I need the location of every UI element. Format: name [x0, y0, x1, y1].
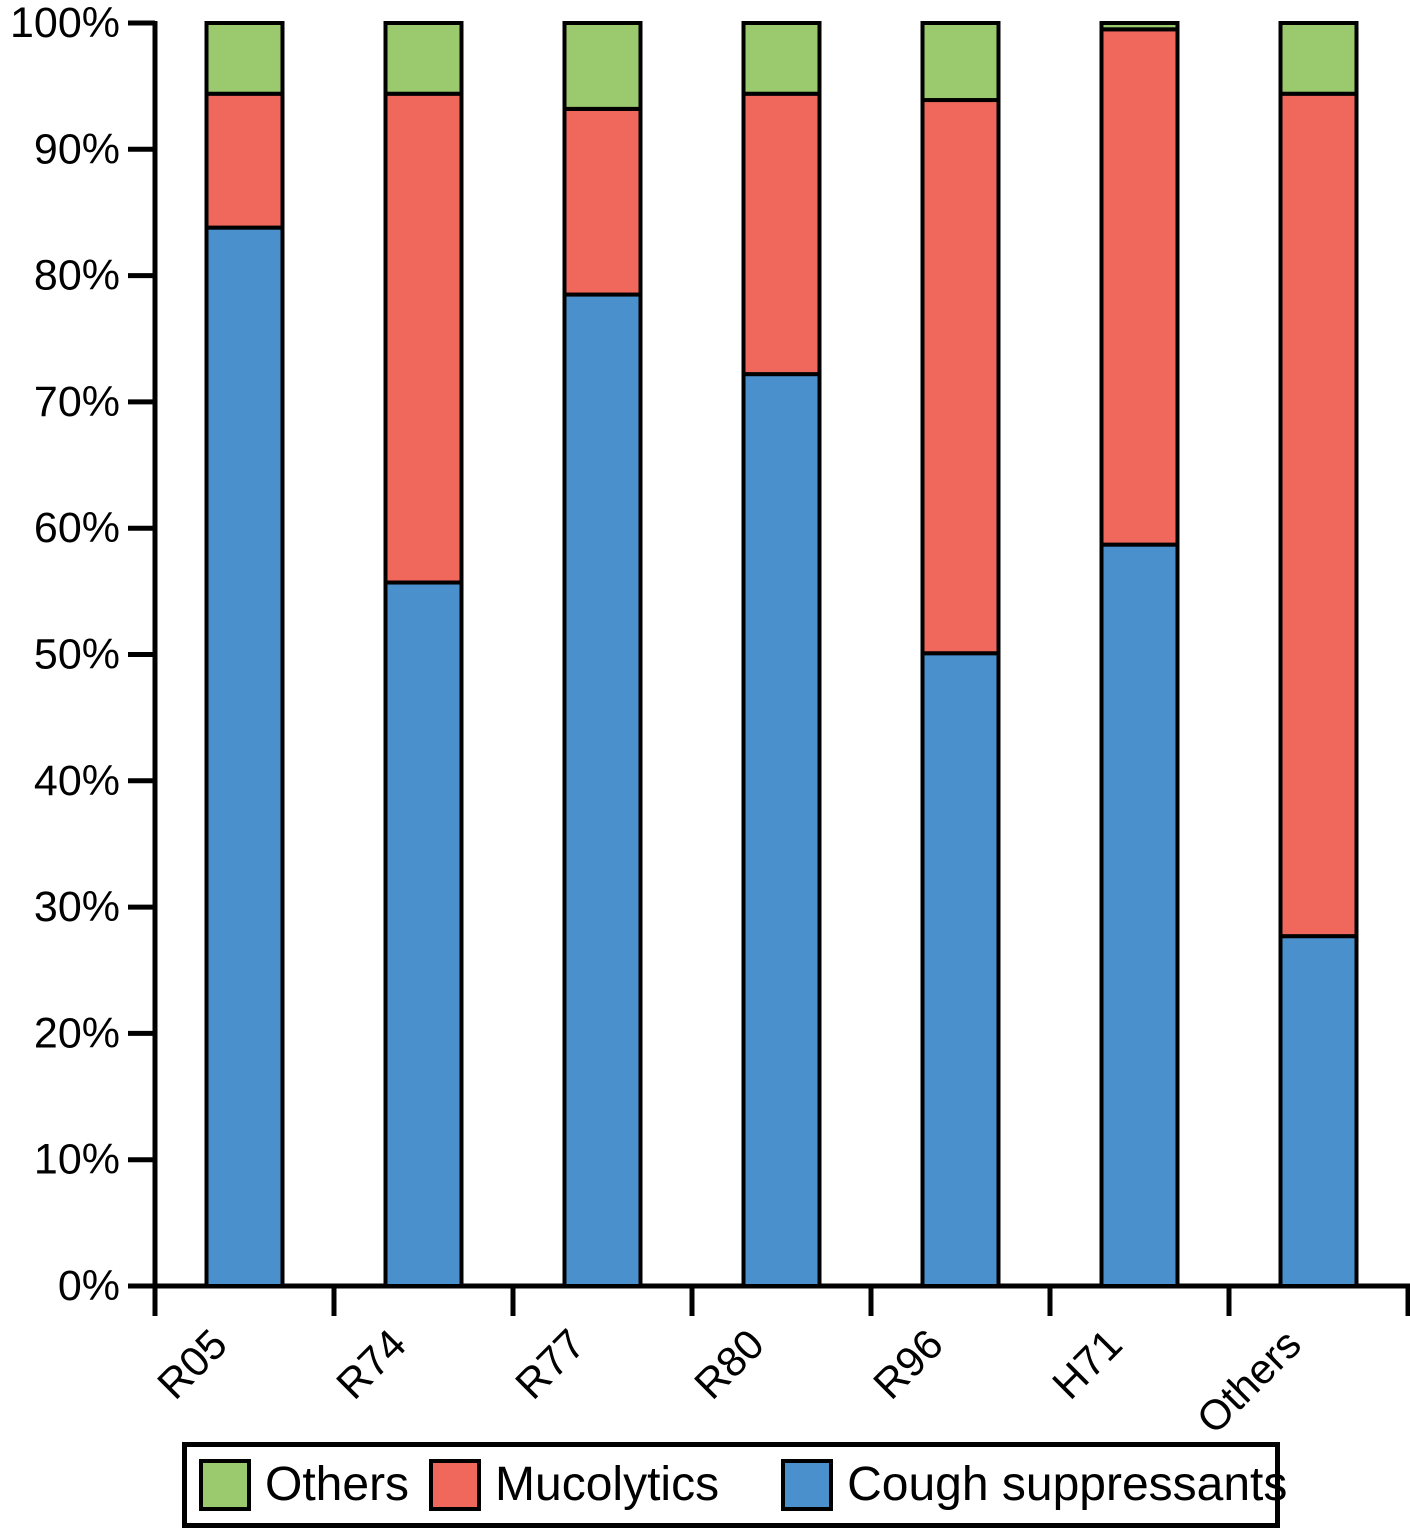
x-tick-label: R77	[506, 1320, 594, 1408]
y-tick-label: 10%	[34, 1136, 120, 1184]
y-tick-label: 100%	[10, 0, 120, 47]
legend: Others Mucolytics Cough suppressants	[182, 1442, 1287, 1528]
bar-segment-cough-suppressants-r96	[920, 651, 1001, 1288]
x-tick-label: H71	[1043, 1320, 1131, 1408]
y-tick-label: 30%	[34, 883, 120, 931]
legend-swatch-cough-suppressants	[781, 1459, 834, 1511]
legend-item-cough-suppressants: Cough suppressants	[781, 1459, 1287, 1511]
bar-segment-others-r05	[204, 21, 285, 96]
bar-segment-mucolytics-r96	[920, 98, 1001, 656]
bar-segment-cough-suppressants-h71	[1099, 542, 1180, 1288]
bar-segment-others-r80	[741, 21, 822, 96]
y-tick-label: 90%	[34, 125, 120, 173]
y-tick-label: 40%	[34, 757, 120, 805]
x-tick-label: R96	[864, 1320, 952, 1408]
legend-label-cough-suppressants: Cough suppressants	[847, 1458, 1288, 1511]
bar-segment-others-h71	[1099, 21, 1180, 32]
x-tick-label: R74	[327, 1320, 415, 1408]
legend-label-others: Others	[265, 1458, 410, 1511]
bar-segment-cough-suppressants-r05	[204, 225, 285, 1289]
x-tick-label: R80	[685, 1320, 773, 1408]
y-tick-label: 0%	[58, 1262, 120, 1310]
bar-segment-others-r77	[562, 21, 643, 111]
bar-segment-cough-suppressants-r80	[741, 372, 822, 1288]
bar-segment-others-others	[1278, 21, 1359, 96]
x-tick-label: Others	[1188, 1320, 1310, 1440]
bar-segment-others-r96	[920, 21, 1001, 103]
legend-swatch-others	[199, 1459, 251, 1511]
bar-segment-others-r74	[383, 21, 464, 96]
legend-label-mucolytics: Mucolytics	[495, 1458, 720, 1511]
y-tick-label: 60%	[34, 504, 120, 552]
bar-segment-mucolytics-others	[1278, 91, 1359, 939]
bar-segment-cough-suppressants-r74	[383, 580, 464, 1288]
bar-segment-cough-suppressants-others	[1278, 934, 1359, 1288]
bar-segment-cough-suppressants-r77	[562, 292, 643, 1289]
bar-segment-mucolytics-r74	[383, 91, 464, 585]
x-tick-label: R05	[148, 1320, 236, 1408]
bar-segment-mucolytics-r77	[562, 106, 643, 297]
chart-svg: 0% 10% 20% 30% 40% 50% 60% 70% 80% 90% 100% R05 R74 R…	[10, 0, 1410, 1442]
y-tick-label: 80%	[34, 252, 120, 300]
legend-item-others: Others	[199, 1459, 409, 1511]
y-tick-label: 50%	[34, 631, 120, 679]
y-tick-label: 20%	[34, 1009, 120, 1057]
bar-segment-mucolytics-h71	[1099, 27, 1180, 547]
bar-segment-mucolytics-r05	[204, 91, 285, 230]
legend-item-mucolytics: Mucolytics	[429, 1459, 719, 1511]
bar-segment-mucolytics-r80	[741, 91, 822, 377]
legend-swatch-mucolytics	[429, 1459, 482, 1511]
y-tick-label: 70%	[34, 378, 120, 426]
plot-area: 0% 10% 20% 30% 40% 50% 60% 70% 80% 90% 100% R05 R74 R…	[10, 0, 1410, 1442]
